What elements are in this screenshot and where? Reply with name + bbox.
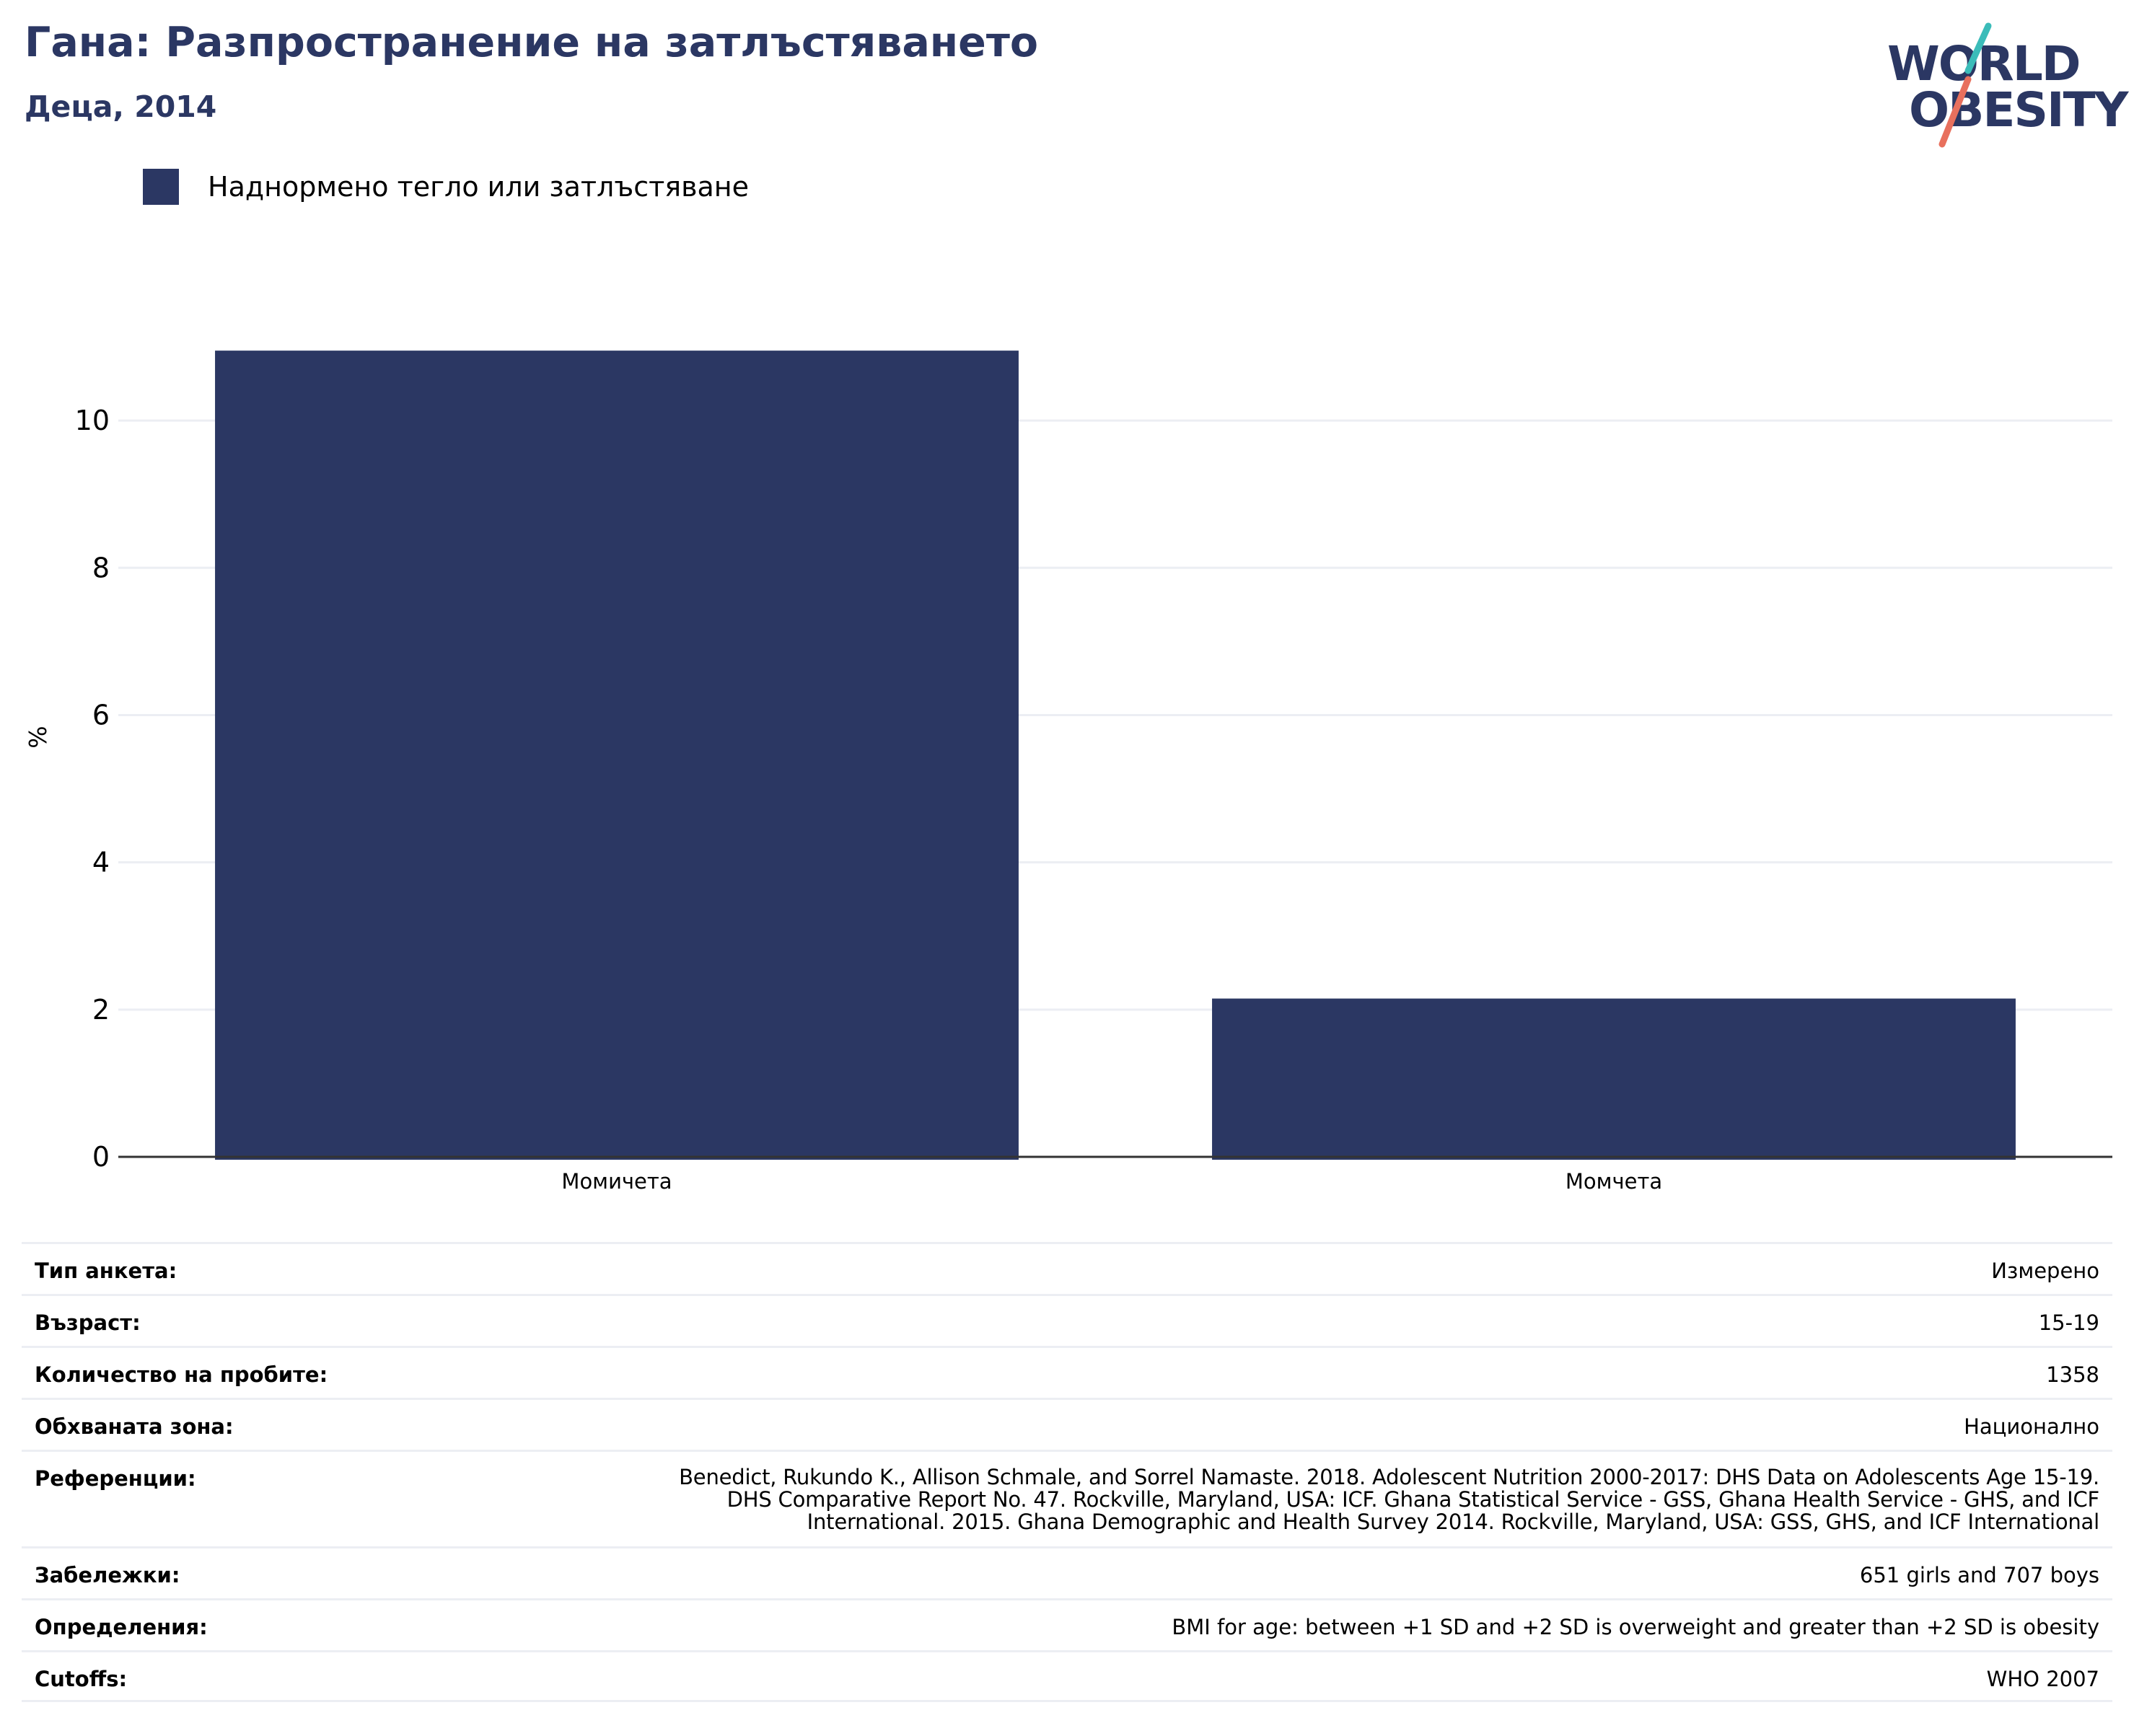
legend-swatch	[143, 169, 179, 205]
info-label: Забележки:	[35, 1563, 180, 1587]
y-axis-label: %	[24, 726, 52, 748]
info-label: Определения:	[35, 1615, 208, 1639]
info-label: Количество на пробите:	[35, 1362, 328, 1387]
bar-chart: 0 2 4 6 8 10 Момичета Момчета%	[24, 351, 2112, 1194]
info-value: 1358	[2046, 1362, 2099, 1387]
info-label: Обхваната зона:	[35, 1414, 234, 1439]
logo-line-1: WORLD	[1887, 36, 2081, 92]
info-row: Cutoffs: WHO 2007	[22, 1650, 2112, 1702]
info-row: Забележки: 651 girls and 707 boys	[22, 1546, 2112, 1598]
page-subtitle: Деца, 2014	[25, 89, 217, 124]
info-label: Cutoffs:	[35, 1667, 128, 1691]
info-row: Количество на пробите: 1358	[22, 1346, 2112, 1398]
info-row: Обхваната зона: Национално	[22, 1398, 2112, 1450]
y-tick-label: 4	[92, 847, 110, 878]
info-label: Тип анкета:	[35, 1259, 177, 1283]
info-value: BMI for age: between +1 SD and +2 SD is …	[1172, 1615, 2099, 1639]
info-value: Измерено	[1991, 1259, 2099, 1283]
info-value: WHO 2007	[1986, 1667, 2099, 1691]
info-row: Референции: Benedict, Rukundo K., Allison…	[22, 1450, 2112, 1546]
bar	[215, 351, 1019, 1160]
info-table: Тип анкета: Измерено Възраст: 15-19 Количест…	[22, 1242, 2112, 1702]
info-row: Възраст: 15-19	[22, 1294, 2112, 1346]
logo-line-2: OBESITY	[1909, 82, 2128, 138]
x-tick-label: Момчета	[1566, 1169, 1662, 1194]
y-tick-label: 6	[92, 699, 110, 731]
bar	[1212, 998, 2016, 1160]
info-row: Тип анкета: Измерено	[22, 1242, 2112, 1294]
info-value: 15-19	[2038, 1310, 2099, 1335]
page-title: Гана: Разпространение на затлъстяването	[25, 19, 1039, 66]
chart-legend: Наднормено тегло или затлъстяване	[143, 169, 749, 205]
y-tick-label: 2	[92, 994, 110, 1026]
info-value: Benedict, Rukundo K., Allison Schmale, a…	[679, 1465, 2099, 1534]
info-value: 651 girls and 707 boys	[1859, 1563, 2099, 1587]
info-label: Възраст:	[35, 1310, 141, 1335]
y-tick-label: 0	[92, 1141, 110, 1173]
info-row: Определения: BMI for age: between +1 SD a…	[22, 1598, 2112, 1650]
y-tick-label: 10	[75, 405, 110, 436]
info-label: Референции:	[35, 1466, 196, 1491]
world-obesity-logo: WORLD OBESITY	[1876, 20, 2128, 150]
y-tick-label: 8	[92, 552, 110, 583]
logo-slash-icon	[1938, 22, 1992, 148]
info-value: Национално	[1964, 1414, 2099, 1439]
x-tick-label: Момичета	[561, 1169, 672, 1194]
legend-label: Наднормено тегло или затлъстяване	[208, 171, 749, 203]
